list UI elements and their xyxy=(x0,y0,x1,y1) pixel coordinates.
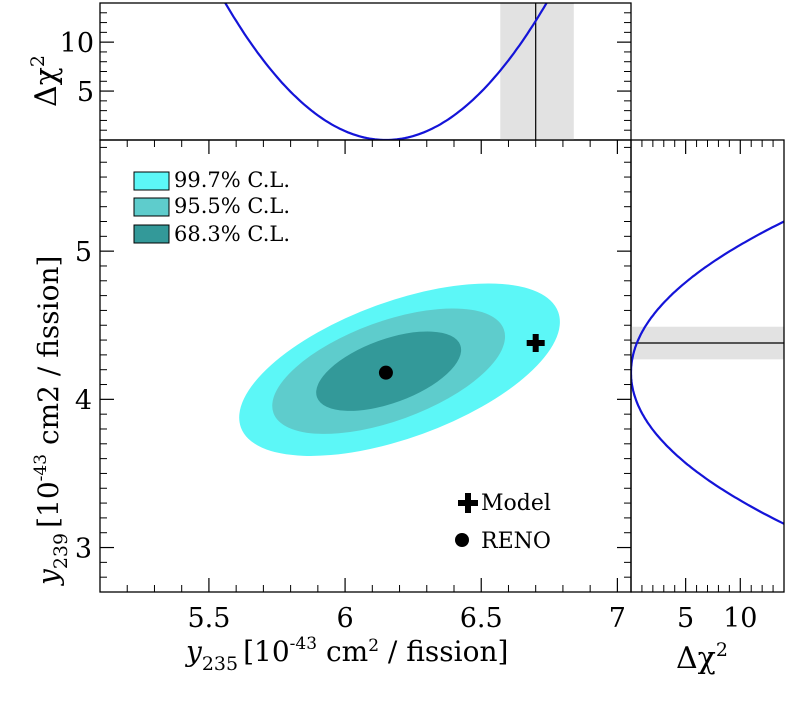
top-chi2-curve xyxy=(224,3,548,140)
right-x-axis-title: Δχ2 xyxy=(676,639,728,676)
x-axis-title: y235 [10-43 cm2 / fission] xyxy=(184,634,508,675)
y-axis-title: y239[10-43 cm2 / fission] xyxy=(31,256,72,587)
y-tick-label: 3 xyxy=(75,534,92,565)
top-model-band xyxy=(500,3,574,140)
main-plot-area xyxy=(239,283,560,456)
x-tick-label: 5.5 xyxy=(187,603,230,634)
legend-label-683: 68.3% C.L. xyxy=(174,222,290,246)
main-ticks: 5.5 6 6.5 7 3 4 5 xyxy=(75,140,631,634)
right-x-tick-label: 10 xyxy=(723,603,757,634)
legend-swatch-997 xyxy=(133,171,170,191)
point-legend: Model RENO xyxy=(455,491,551,554)
top-plot-area xyxy=(224,3,574,140)
top-y-axis-title: Δχ2 xyxy=(27,55,64,107)
legend-label-997: 99.7% C.L. xyxy=(174,168,290,192)
legend-reno-marker xyxy=(455,533,469,547)
x-tick-label: 7 xyxy=(609,603,626,634)
top-y-tick-label: 5 xyxy=(77,77,94,108)
right-chi2-curve xyxy=(631,220,784,526)
legend-swatch-683 xyxy=(133,224,170,244)
right-frame xyxy=(630,139,785,593)
legend-reno-label: RENO xyxy=(481,529,551,554)
reno-point xyxy=(378,365,393,380)
right-ticks: 5 10 xyxy=(641,140,774,634)
top-ticks: 5 10 xyxy=(60,12,631,131)
legend-model-marker xyxy=(458,493,478,513)
legend-swatch-955 xyxy=(133,197,170,217)
legend-model-label: Model xyxy=(481,491,551,516)
legend: 99.7% C.L. 95.5% C.L. 68.3% C.L. xyxy=(133,168,290,246)
y-tick-label: 5 xyxy=(75,237,92,268)
top-y-tick-label: 10 xyxy=(60,28,94,59)
right-x-tick-label: 5 xyxy=(677,603,694,634)
x-tick-label: 6 xyxy=(336,603,353,634)
y-tick-label: 4 xyxy=(75,385,92,416)
right-plot-area xyxy=(631,220,784,526)
legend-label-955: 95.5% C.L. xyxy=(174,194,290,218)
model-point xyxy=(526,334,545,353)
x-tick-label: 6.5 xyxy=(460,603,503,634)
